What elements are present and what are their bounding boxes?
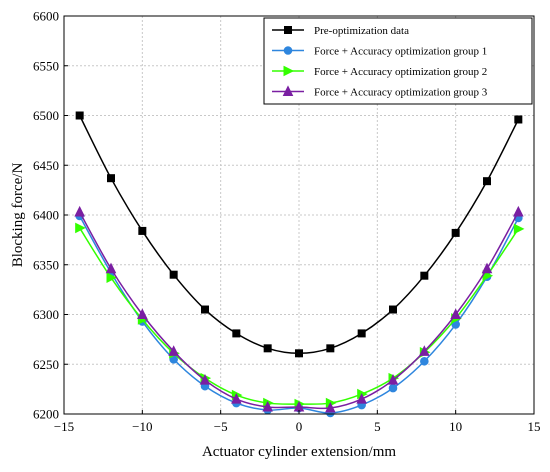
data-point [137,308,148,319]
legend-label: Pre-optimization data [314,25,409,37]
legend-marker [283,46,293,55]
data-point [138,226,147,235]
legend-marker [283,65,295,77]
x-tick-label: −5 [214,419,228,434]
data-point [388,383,398,393]
series-4 [74,205,524,413]
data-point [107,174,115,183]
data-point [387,374,399,385]
data-point [263,344,272,353]
data-point [419,345,430,356]
legend-item: Force + Accuracy optimization group 2 [272,65,487,78]
data-point [74,205,85,217]
x-tick-label: −15 [54,419,74,434]
data-point [105,262,117,274]
y-tick-label: 6400 [33,208,59,223]
data-point [199,374,211,385]
data-point [356,392,367,404]
series-1 [75,111,523,358]
data-point [106,272,118,283]
legend-item: Force + Accuracy optimization group 1 [272,46,487,58]
data-point [389,305,397,314]
legend-item: Force + Accuracy optimization group 3 [272,85,488,99]
data-point [232,329,241,338]
data-point [450,308,461,319]
y-tick-label: 6350 [33,257,59,272]
data-point [75,111,84,120]
legend-marker [284,26,292,34]
y-tick-label: 6250 [33,357,59,372]
data-point [451,228,460,237]
data-point [513,205,524,217]
y-tick-label: 6550 [33,58,59,73]
ticks: −15 −10 −5 0 5 10 15 6200 6250 6300 6350 6400 6450 65… [33,9,541,435]
data-point [262,400,273,412]
x-tick-label: −10 [132,419,152,434]
y-axis-label: Blocking force/N [10,163,26,268]
data-point [325,401,336,413]
data-point [168,345,179,356]
data-point [420,271,429,280]
data-point [326,344,335,353]
x-tick-label: 5 [374,419,381,434]
y-tick-label: 6300 [33,307,59,322]
data-point [420,356,429,366]
y-tick-label: 6600 [33,9,59,24]
legend: Pre-optimization data Force + Accuracy op… [263,17,533,105]
data-point [483,177,491,186]
data-point [295,349,303,358]
data-point [513,223,525,235]
legend-box [263,17,533,105]
x-tick-label: 15 [528,419,541,434]
data-point [201,305,209,314]
y-tick-label: 6500 [33,108,59,123]
legend-item: Pre-optimization data [272,25,409,37]
legend-label: Force + Accuracy optimization group 1 [314,46,487,58]
x-tick-label: 10 [449,419,462,434]
data-point [481,262,493,274]
legend-label: Force + Accuracy optimization group 3 [314,87,488,99]
data-point [357,329,366,338]
y-tick-label: 6200 [33,407,59,422]
data-point [75,222,86,234]
x-axis-label: Actuator cylinder extension/mm [202,444,396,460]
legend-label: Force + Accuracy optimization group 2 [314,66,487,78]
legend-marker [282,85,294,96]
x-tick-label: 0 [296,419,303,434]
y-tick-label: 6450 [33,158,59,173]
data-point [231,392,242,404]
data-point [514,115,523,124]
data-point [169,270,178,279]
series-layer [74,111,525,418]
